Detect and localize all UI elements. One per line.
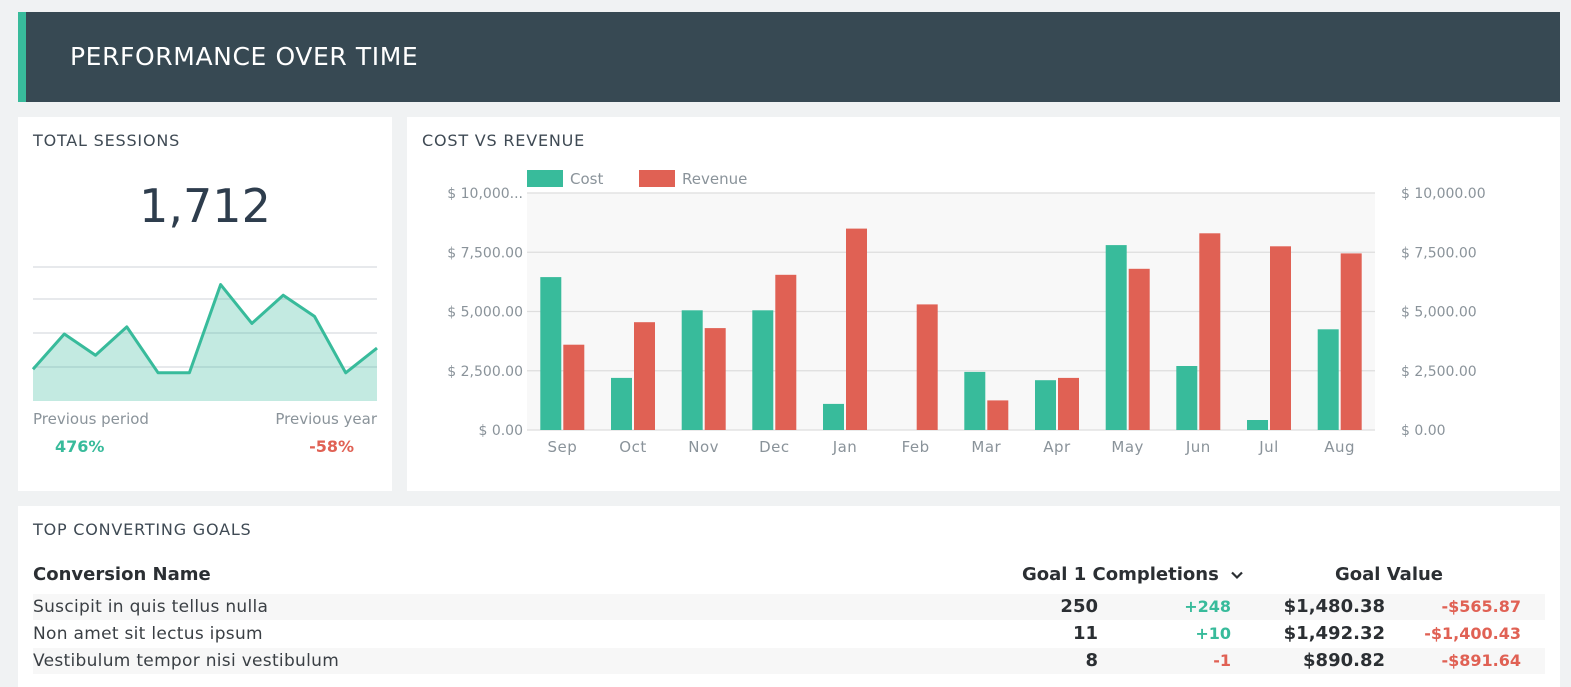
bar-cost-jan[interactable] xyxy=(823,403,844,430)
y-tick-label-right: $ 7,500.00 xyxy=(1401,245,1477,261)
legend-label-revenue[interactable]: Revenue xyxy=(682,170,747,188)
bar-revenue-jun[interactable] xyxy=(1199,233,1221,430)
goal-value-change: -$565.87 xyxy=(1441,597,1521,616)
y-tick-label-right: $ 10,000.00 xyxy=(1401,186,1486,202)
bar-revenue-jan[interactable] xyxy=(846,228,867,430)
sessions-sparkline xyxy=(31,266,378,401)
conversion-name: Suscipit in quis tellus nulla xyxy=(33,597,269,617)
bar-revenue-may[interactable] xyxy=(1128,268,1150,430)
top-goals-widget: TOP CONVERTING GOALS Conversion Name Goa… xyxy=(18,506,1560,687)
conversion-name: Vestibulum tempor nisi vestibulum xyxy=(33,651,340,671)
x-tick-label: Jun xyxy=(1185,438,1211,456)
table-row xyxy=(33,648,1545,674)
cost-vs-revenue-widget: COST VS REVENUE $ 0.00 $ 0.00 $ 2,500.00 $ … xyxy=(407,117,1560,491)
bar-cost-apr[interactable] xyxy=(1035,380,1056,430)
goal-value: $1,480.38 xyxy=(1283,596,1385,617)
bar-cost-may[interactable] xyxy=(1105,245,1127,430)
bar-revenue-apr[interactable] xyxy=(1058,377,1079,430)
total-sessions-value: 1,712 xyxy=(139,179,271,233)
column-header-goal-value: Goal Value xyxy=(1335,564,1444,585)
bar-revenue-dec[interactable] xyxy=(775,274,797,430)
sparkline-area xyxy=(33,284,377,401)
legend-swatch-cost xyxy=(527,170,563,187)
completions-change: +10 xyxy=(1195,624,1231,643)
dashboard-title: PERFORMANCE OVER TIME xyxy=(70,42,419,71)
x-tick-label: Jan xyxy=(832,438,858,456)
completions-change: +248 xyxy=(1184,597,1231,616)
y-tick-label-left: $ 5,000.00 xyxy=(447,305,523,321)
x-tick-label: Sep xyxy=(547,438,577,456)
goal-completions: 8 xyxy=(1085,650,1098,671)
bar-cost-nov[interactable] xyxy=(681,310,703,430)
y-tick-label-right: $ 0.00 xyxy=(1401,423,1446,439)
x-tick-label: Dec xyxy=(759,438,790,456)
previous-period-label: Previous period xyxy=(33,410,149,428)
legend-swatch-revenue xyxy=(639,170,675,187)
x-tick-label: Nov xyxy=(688,438,719,456)
y-tick-label-left: $ 0.00 xyxy=(478,423,523,439)
previous-year-label: Previous year xyxy=(275,410,377,428)
previous-period-change: 476% xyxy=(55,437,105,456)
y-tick-label-right: $ 2,500.00 xyxy=(1401,364,1477,380)
bar-revenue-aug[interactable] xyxy=(1340,253,1362,430)
bar-cost-jul[interactable] xyxy=(1247,420,1268,430)
goal-completions: 11 xyxy=(1072,623,1098,644)
goal-value-change: -$891.64 xyxy=(1441,651,1521,670)
x-tick-label: Apr xyxy=(1043,438,1071,456)
completions-change: -1 xyxy=(1213,651,1231,670)
x-tick-label: Mar xyxy=(971,438,1001,456)
bar-revenue-feb[interactable] xyxy=(916,304,938,430)
cost-revenue-chart: $ 0.00 $ 0.00 $ 2,500.00 $ 2,500.00 $ 5,000.… xyxy=(447,170,1486,456)
bar-cost-sep[interactable] xyxy=(540,277,562,430)
table-row xyxy=(33,621,1545,647)
widget-title: TOP CONVERTING GOALS xyxy=(33,520,252,539)
bar-revenue-sep[interactable] xyxy=(563,344,585,430)
bar-cost-mar[interactable] xyxy=(964,371,986,430)
sparkline-line xyxy=(31,283,378,375)
widget-title: TOTAL SESSIONS xyxy=(33,131,181,150)
conversion-name: Non amet sit lectus ipsum xyxy=(33,624,263,644)
widget-title: COST VS REVENUE xyxy=(422,131,586,150)
bar-cost-oct[interactable] xyxy=(611,377,632,430)
bar-revenue-nov[interactable] xyxy=(704,328,726,430)
bar-revenue-jul[interactable] xyxy=(1270,246,1291,430)
goal-value: $1,492.32 xyxy=(1283,623,1385,644)
bar-revenue-oct[interactable] xyxy=(634,322,655,430)
y-tick-label-left: $ 7,500.00 xyxy=(447,245,523,261)
y-tick-label-right: $ 5,000.00 xyxy=(1401,305,1477,321)
table-row xyxy=(33,594,1545,620)
x-tick-label: Oct xyxy=(619,438,646,456)
x-tick-label: Aug xyxy=(1324,438,1355,456)
goal-value-change: -$1,400.43 xyxy=(1424,624,1521,643)
total-sessions-widget: TOTAL SESSIONS 1,712 Previous period Pre… xyxy=(18,117,392,491)
previous-year-change: -58% xyxy=(309,437,354,456)
column-header-completions[interactable]: Goal 1 Completions xyxy=(1022,564,1243,585)
bar-cost-jun[interactable] xyxy=(1176,366,1198,430)
x-tick-label: May xyxy=(1111,438,1144,456)
column-header-name: Conversion Name xyxy=(33,564,211,585)
bar-cost-aug[interactable] xyxy=(1317,329,1339,430)
dashboard-header: PERFORMANCE OVER TIME xyxy=(18,12,1560,102)
goal-value: $890.82 xyxy=(1303,650,1385,671)
column-header-completions-label: Goal 1 Completions xyxy=(1022,564,1219,585)
legend-label-cost[interactable]: Cost xyxy=(570,170,603,188)
goal-completions: 250 xyxy=(1060,596,1098,617)
x-tick-label: Jul xyxy=(1258,438,1279,456)
y-tick-label-left: $ 2,500.00 xyxy=(447,364,523,380)
bar-revenue-mar[interactable] xyxy=(987,400,1009,430)
y-tick-label-left: $ 10,000... xyxy=(447,186,523,202)
bar-cost-dec[interactable] xyxy=(752,310,774,430)
x-tick-label: Feb xyxy=(902,438,930,456)
chevron-down-icon xyxy=(1231,571,1243,579)
